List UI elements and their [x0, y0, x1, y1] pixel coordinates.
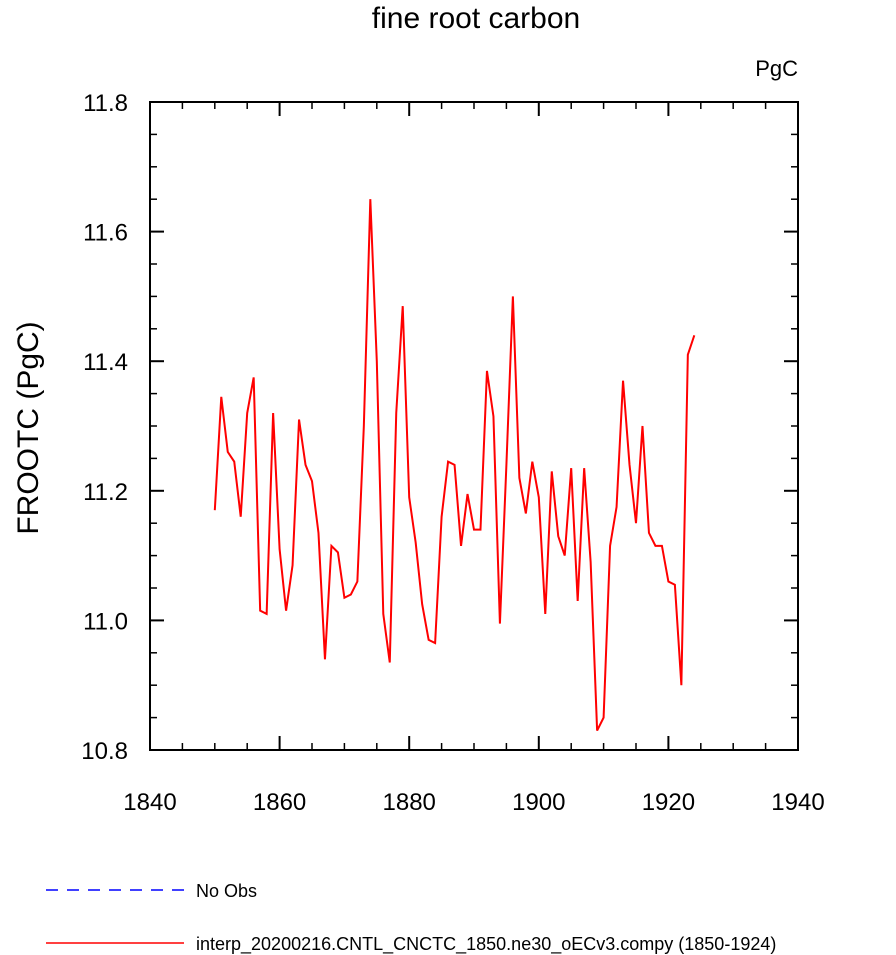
legend: No Obs interp_20200216.CNTL_CNCTC_1850.n… [46, 881, 776, 955]
y-axis-label: FROOTC (PgC) [12, 321, 45, 534]
series-line [213, 199, 696, 732]
x-tick-label: 1880 [383, 789, 436, 816]
units-label: PgC [755, 56, 798, 81]
x-tick-label: 1940 [771, 789, 824, 816]
y-tick-label: 11.6 [83, 220, 128, 247]
legend-label-no-obs: No Obs [196, 881, 257, 901]
y-tick-label: 10.8 [81, 738, 128, 765]
y-tick-label: 11.4 [83, 349, 128, 376]
x-tick-label: 1920 [642, 789, 695, 816]
chart-title: fine root carbon [372, 2, 580, 35]
y-tick-label: 11.8 [83, 90, 128, 117]
y-tick-label: 11.0 [83, 608, 128, 635]
x-tick-label: 1840 [123, 789, 176, 816]
plot-frame [149, 101, 799, 751]
y-tick-label: 11.2 [83, 479, 128, 506]
axis-tick-labels: 1840 1860 1880 1900 1920 1940 10.8 11.0 11.2 11.4… [81, 90, 824, 816]
legend-label-model: interp_20200216.CNTL_CNCTC_1850.ne30_oEC… [196, 934, 776, 955]
x-tick-label: 1860 [253, 789, 306, 816]
x-tick-label: 1900 [512, 789, 565, 816]
series-group [213, 199, 696, 732]
